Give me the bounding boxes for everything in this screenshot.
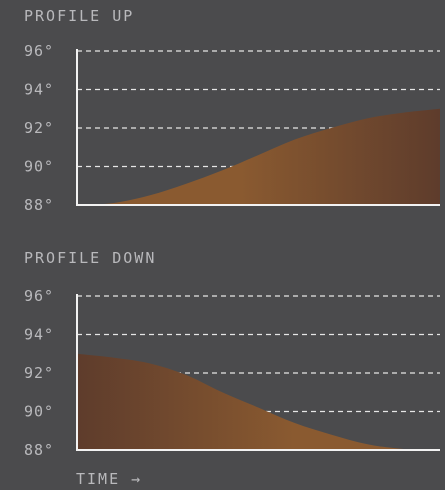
y-tick-label: 90° bbox=[24, 158, 54, 176]
chart-title-profile-down: PROFILE DOWN bbox=[24, 249, 157, 267]
y-tick-label: 92° bbox=[24, 119, 54, 137]
y-tick-label: 94° bbox=[24, 326, 54, 344]
y-tick-label: 88° bbox=[24, 196, 54, 214]
y-tick-label: 94° bbox=[24, 81, 54, 99]
x-axis-label: TIME → bbox=[76, 470, 143, 488]
series-area bbox=[77, 353, 440, 450]
y-tick-label: 92° bbox=[24, 364, 54, 382]
y-tick-label: 88° bbox=[24, 441, 54, 459]
y-tick-label: 96° bbox=[24, 42, 54, 60]
series-area bbox=[77, 108, 440, 205]
profile-up-chart: 96° 94° 92° 90° 88° bbox=[24, 42, 440, 214]
chart-title-profile-up: PROFILE UP bbox=[24, 7, 135, 25]
y-tick-label: 96° bbox=[24, 287, 54, 305]
y-tick-label: 90° bbox=[24, 403, 54, 421]
profile-down-chart: 96° 94° 92° 90° 88° bbox=[24, 287, 440, 459]
